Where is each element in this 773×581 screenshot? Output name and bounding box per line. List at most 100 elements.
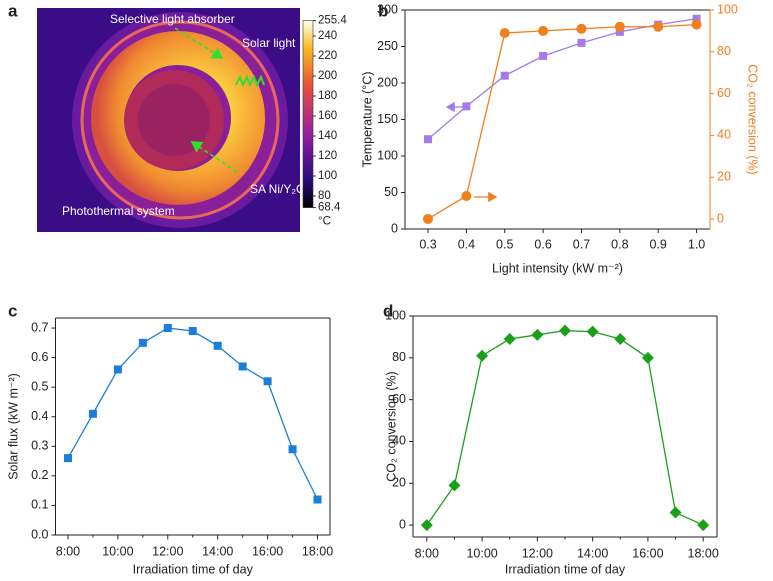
marker xyxy=(88,409,97,418)
annotation: Photothermal system xyxy=(62,204,175,218)
series-line xyxy=(67,327,319,500)
x-tick-label: 0.6 xyxy=(534,237,551,251)
y-tick-label: 0.0 xyxy=(31,527,48,541)
x-tick-label: 0.4 xyxy=(458,237,475,251)
x-tick-label: 18:00 xyxy=(688,546,719,560)
x-axis-label: Irradiation time of day xyxy=(133,562,254,576)
x-tick-label: 14:00 xyxy=(202,544,233,558)
colorbar-tick-label: 160 xyxy=(318,110,337,122)
colorbar-tick-label: 100 xyxy=(318,170,337,182)
marker xyxy=(476,349,489,362)
y-tick-label: 80 xyxy=(392,350,406,364)
marker xyxy=(615,27,624,36)
annotation: SA Ni/Y₂O₃ xyxy=(250,182,310,196)
marker xyxy=(669,506,682,519)
marker xyxy=(641,351,654,364)
marker xyxy=(614,21,625,32)
y-tick-label: 300 xyxy=(377,2,398,16)
panel-label: c xyxy=(8,301,17,320)
x-tick-label: 0.3 xyxy=(419,237,436,251)
y-tick-label: 60 xyxy=(392,392,406,406)
marker xyxy=(113,365,122,374)
marker xyxy=(692,14,701,23)
y-tick-label: 0 xyxy=(391,221,398,235)
x-tick-label: 0.5 xyxy=(496,237,513,251)
marker xyxy=(653,21,664,32)
y-tick-label: 100 xyxy=(377,148,398,162)
x-tick-label: 10:00 xyxy=(466,546,497,560)
y-tick-label: 0 xyxy=(399,517,406,531)
x-tick-label: 0.7 xyxy=(573,237,590,251)
marker xyxy=(263,377,272,386)
marker xyxy=(577,38,586,47)
marker xyxy=(538,25,549,36)
x-tick-label: 10:00 xyxy=(102,544,133,558)
annotation: Solar light xyxy=(242,36,296,50)
x-tick-label: 12:00 xyxy=(152,544,183,558)
x-tick-label: 16:00 xyxy=(252,544,283,558)
colorbar-tick-label: 220 xyxy=(318,50,337,62)
marker xyxy=(559,324,571,337)
x-tick-label: 14:00 xyxy=(577,546,608,560)
colorbar-tick-label: 80 xyxy=(318,190,331,202)
panel-label: d xyxy=(383,301,393,320)
series-line xyxy=(426,329,704,526)
panel-label: b xyxy=(378,1,388,20)
marker xyxy=(238,362,247,371)
y-tick-label: 40 xyxy=(392,434,406,448)
y-tick-label: 250 xyxy=(377,39,398,53)
colorbar-tick-label: 120 xyxy=(318,150,337,162)
x-tick-label: 0.8 xyxy=(611,237,628,251)
colorbar-tick-label: 140 xyxy=(318,130,337,142)
y-tick-label: 150 xyxy=(377,112,398,126)
x-tick-label: 1.0 xyxy=(688,237,705,251)
y2-tick-label: 80 xyxy=(717,44,731,58)
marker xyxy=(462,102,471,111)
y-axis-label: Temperature (°C) xyxy=(360,72,374,168)
x-axis-label: Light intensity (kW m⁻²) xyxy=(492,261,623,275)
y2-tick-label: 20 xyxy=(717,169,731,183)
marker xyxy=(691,19,702,30)
marker xyxy=(500,71,509,80)
marker xyxy=(448,479,461,492)
marker xyxy=(539,51,548,60)
marker xyxy=(420,519,433,532)
marker xyxy=(586,325,599,338)
marker xyxy=(188,327,197,336)
marker xyxy=(288,445,297,454)
series-line xyxy=(427,23,697,220)
y-tick-label: 0.7 xyxy=(31,320,48,334)
x-tick-label: 8:00 xyxy=(415,546,439,560)
x-tick-label: 12:00 xyxy=(522,546,553,560)
y2-axis-label: CO₂ conversion (%) xyxy=(746,64,760,174)
colorbar-tick-label: 240 xyxy=(318,30,337,42)
colorbar-unit: °C xyxy=(318,216,331,228)
marker xyxy=(424,135,433,144)
annotation: Selective light absorber xyxy=(110,12,235,26)
marker xyxy=(138,338,147,347)
colorbar-tick-label: 200 xyxy=(318,70,337,82)
marker xyxy=(63,454,72,463)
y-tick-label: 0.2 xyxy=(31,468,48,482)
x-tick-label: 16:00 xyxy=(632,546,663,560)
y-axis-label: CO₂ conversion (%) xyxy=(384,371,398,481)
colorbar-tick-label: 68.4 xyxy=(318,202,341,214)
y-tick-label: 0.3 xyxy=(31,439,48,453)
colorbar-tick-label: 255.4 xyxy=(318,15,347,27)
y-tick-label: 0.4 xyxy=(31,409,48,423)
y2-tick-label: 0 xyxy=(717,211,724,225)
panel-label: a xyxy=(8,1,18,20)
marker xyxy=(576,23,587,34)
marker xyxy=(423,213,434,224)
y-tick-label: 20 xyxy=(392,476,406,490)
marker xyxy=(531,328,544,341)
y-tick-label: 200 xyxy=(377,75,398,89)
y-tick-label: 100 xyxy=(385,308,406,322)
x-axis-label: Irradiation time of day xyxy=(505,562,626,576)
y2-tick-label: 60 xyxy=(717,86,731,100)
x-tick-label: 8:00 xyxy=(56,544,80,558)
y2-tick-label: 100 xyxy=(717,2,738,16)
thermal-image xyxy=(37,8,300,232)
x-tick-label: 0.9 xyxy=(650,237,667,251)
y-tick-label: 0.5 xyxy=(31,379,48,393)
